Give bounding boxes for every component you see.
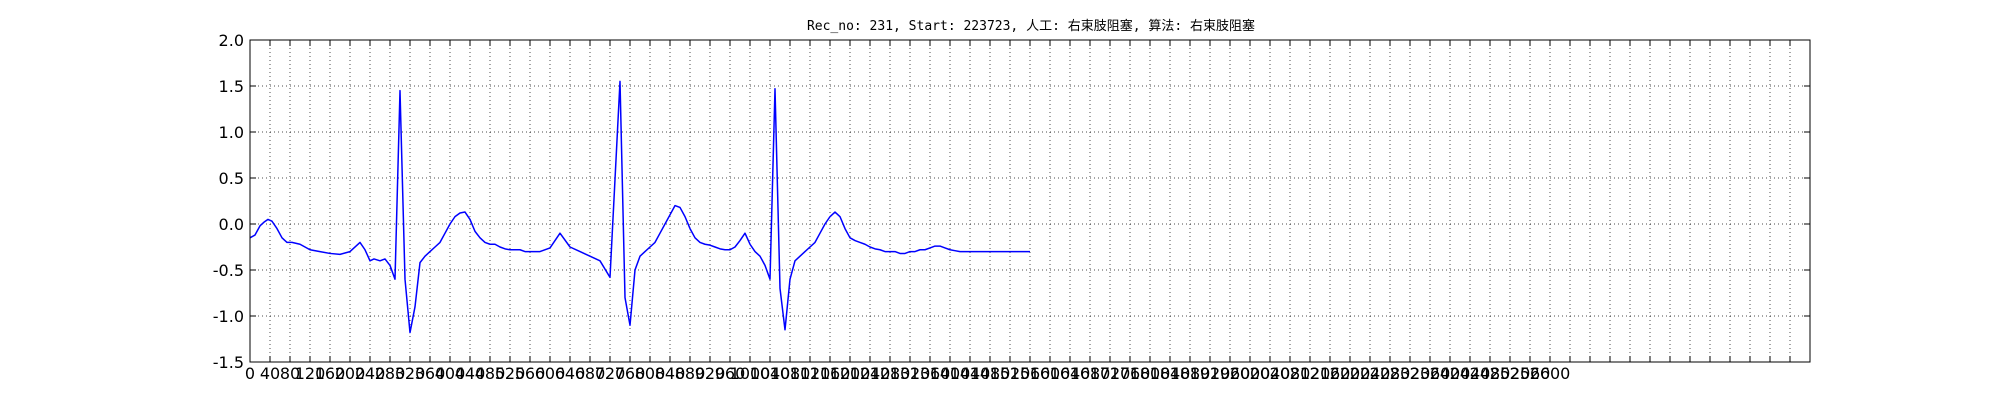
x-tick-label: 1280 [870, 364, 911, 383]
x-tick-label: 1200 [830, 364, 871, 383]
x-tick-label: 1600 [1030, 364, 1071, 383]
x-tick-label: 1080 [770, 364, 811, 383]
x-tick-label: 240 [355, 364, 386, 383]
x-tick-label: 0 [245, 364, 255, 383]
x-tick-label: 480 [475, 364, 506, 383]
y-tick-label: -1.5 [213, 353, 244, 372]
series-layer [249, 80, 1030, 334]
x-tick-label: 2480 [1470, 364, 1511, 383]
x-tick-label: 2240 [1350, 364, 1391, 383]
y-tick-label: 1.5 [219, 77, 244, 96]
x-tick-label: 880 [675, 364, 706, 383]
x-tick-label: 1800 [1130, 364, 1171, 383]
x-tick-label: 2520 [1490, 364, 1531, 383]
x-tick-label: 2320 [1390, 364, 1431, 383]
x-tick-label: 2400 [1430, 364, 1471, 383]
x-tick-label: 1320 [890, 364, 931, 383]
x-tick-label: 2160 [1310, 364, 1351, 383]
x-tick-label: 2080 [1270, 364, 1311, 383]
x-axis-ticks: 0 40 8012016020024028032036040044048052056… [245, 40, 1811, 383]
x-tick-label: 560 [515, 364, 546, 383]
x-tick-label: 2280 [1370, 364, 1411, 383]
x-tick-label: 2200 [1330, 364, 1371, 383]
x-tick-label: 1520 [990, 364, 1031, 383]
x-tick-label: 440 [455, 364, 486, 383]
x-tick-label: 80 [280, 364, 300, 383]
y-tick-label: 1.0 [219, 123, 244, 142]
x-tick-label: 2440 [1450, 364, 1491, 383]
x-tick-label: 1840 [1150, 364, 1191, 383]
grid [250, 40, 1810, 362]
x-tick-label: 160 [315, 364, 346, 383]
x-tick-label: 1440 [950, 364, 991, 383]
x-tick-label: 2560 [1510, 364, 1551, 383]
x-tick-label: 760 [615, 364, 646, 383]
x-tick-label: 520 [495, 364, 526, 383]
x-tick-label: 1040 [750, 364, 791, 383]
x-tick-label: 600 [535, 364, 566, 383]
y-tick-label: 0.0 [219, 215, 244, 234]
x-tick-label: 720 [595, 364, 626, 383]
x-tick-label: 1360 [910, 364, 951, 383]
x-tick-label: 1240 [850, 364, 891, 383]
y-tick-label: -1.0 [213, 307, 244, 326]
x-tick-label: 2600 [1530, 364, 1571, 383]
x-tick-label: 1880 [1170, 364, 1211, 383]
x-tick-label: 960 [715, 364, 746, 383]
y-tick-label: 0.5 [219, 169, 244, 188]
chart-title: Rec_no: 231, Start: 223723, 人工: 右束肢阻塞, 算… [807, 18, 1255, 34]
series-line [249, 80, 1030, 334]
x-tick-label: 1920 [1190, 364, 1231, 383]
x-tick-label: 1000 [730, 364, 771, 383]
y-tick-label: 2.0 [219, 31, 244, 50]
x-tick-label: 1760 [1110, 364, 1151, 383]
y-axis-ticks: -1.5 -1.0 -0.5 0.0 0.5 1.0 1.5 2.0 [213, 31, 1810, 372]
x-tick-label: 1720 [1090, 364, 1131, 383]
x-tick-label: 2000 [1230, 364, 1271, 383]
x-tick-label: 840 [655, 364, 686, 383]
x-tick-label: 360 [415, 364, 446, 383]
x-tick-label: 120 [295, 364, 326, 383]
x-tick-label: 2120 [1290, 364, 1331, 383]
x-tick-label: 640 [555, 364, 586, 383]
x-tick-label: 2360 [1410, 364, 1451, 383]
x-tick-label: 1400 [930, 364, 971, 383]
x-tick-label: 40 [260, 364, 280, 383]
x-tick-label: 1680 [1070, 364, 1111, 383]
x-tick-label: 1640 [1050, 364, 1091, 383]
x-tick-label: 1160 [810, 364, 851, 383]
x-tick-label: 400 [435, 364, 466, 383]
x-tick-label: 200 [335, 364, 366, 383]
x-tick-label: 1120 [790, 364, 831, 383]
x-tick-label: 280 [375, 364, 406, 383]
x-tick-label: 2040 [1250, 364, 1291, 383]
x-tick-label: 920 [695, 364, 726, 383]
y-tick-label: -0.5 [213, 261, 244, 280]
x-tick-label: 320 [395, 364, 426, 383]
x-tick-label: 1960 [1210, 364, 1251, 383]
x-tick-label: 1560 [1010, 364, 1051, 383]
x-tick-label: 800 [635, 364, 666, 383]
x-tick-label: 680 [575, 364, 606, 383]
x-tick-label: 1480 [970, 364, 1011, 383]
